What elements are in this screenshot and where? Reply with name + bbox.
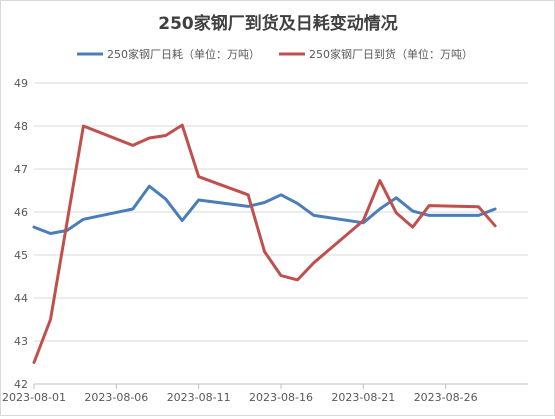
gridlines [34,82,528,342]
y-tick-label: 46 [14,206,28,219]
y-tick-label: 48 [14,120,28,133]
y-tick-label: 47 [14,163,28,176]
x-tick-label: 2023-08-16 [249,391,313,404]
x-tick-label: 2023-08-01 [2,391,66,404]
x-tick-label: 2023-08-21 [331,391,395,404]
x-tick-label: 2023-08-06 [84,391,148,404]
y-axis: 42 43 44 45 46 47 48 49 [14,77,28,391]
series-group [32,123,497,364]
y-tick-label: 42 [14,378,28,391]
chart-title: 250家钢厂到货及日耗变动情况 [158,13,398,34]
x-tick-label: 2023-08-26 [414,391,478,404]
series-line-2 [32,123,497,364]
legend-label-1: 250家钢厂日耗（单位：万吨） [107,47,260,61]
legend-label-2: 250家钢厂日到货（单位：万吨） [309,47,473,61]
legend: 250家钢厂日耗（单位：万吨） 250家钢厂日到货（单位：万吨） [77,47,473,61]
y-tick-label: 49 [14,77,28,90]
y-tick-label: 44 [14,292,28,305]
y-tick-label: 43 [14,335,28,348]
series-line-1 [32,184,497,235]
x-tick-label: 2023-08-11 [167,391,231,404]
x-axis: 2023-08-01 2023-08-06 2023-08-11 2023-08-16… [2,383,528,404]
y-tick-label: 45 [14,249,28,262]
